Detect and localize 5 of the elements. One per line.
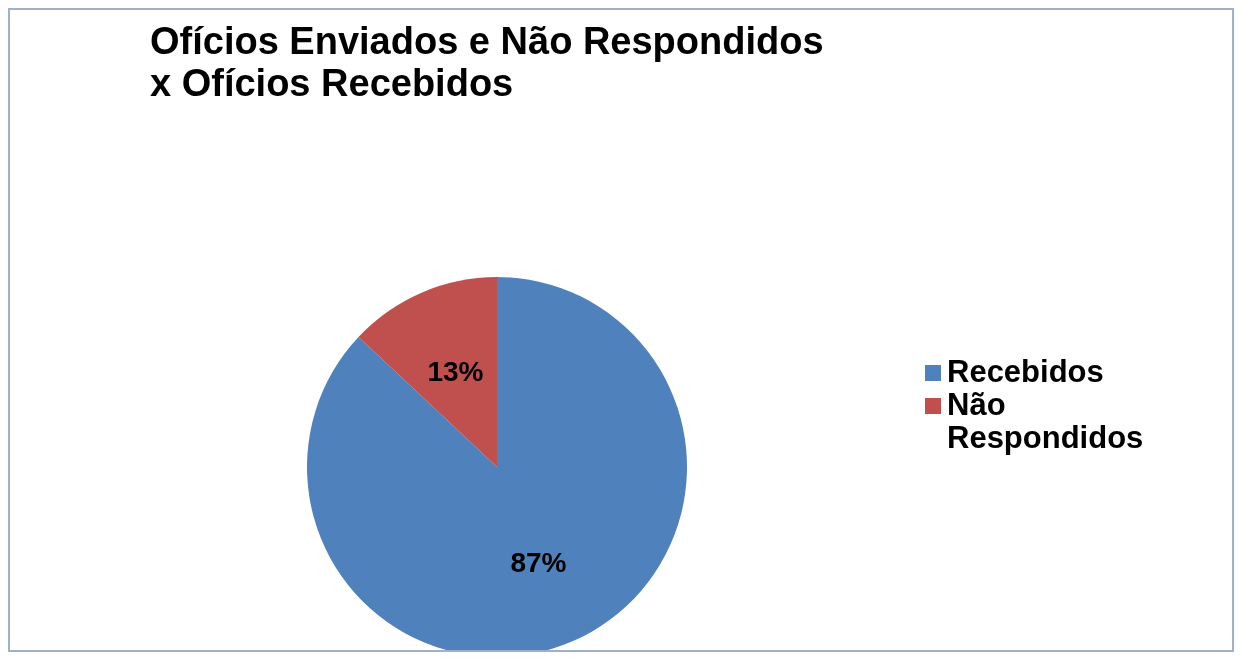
- data-label: 13%: [427, 355, 484, 387]
- legend-label: Não Respondidos: [947, 387, 1145, 455]
- data-label: 87%: [510, 547, 567, 579]
- legend-label: Recebidos: [947, 354, 1104, 389]
- chart-title: Ofícios Enviados e Não Respondidos x Ofícios Recebidos: [150, 20, 824, 104]
